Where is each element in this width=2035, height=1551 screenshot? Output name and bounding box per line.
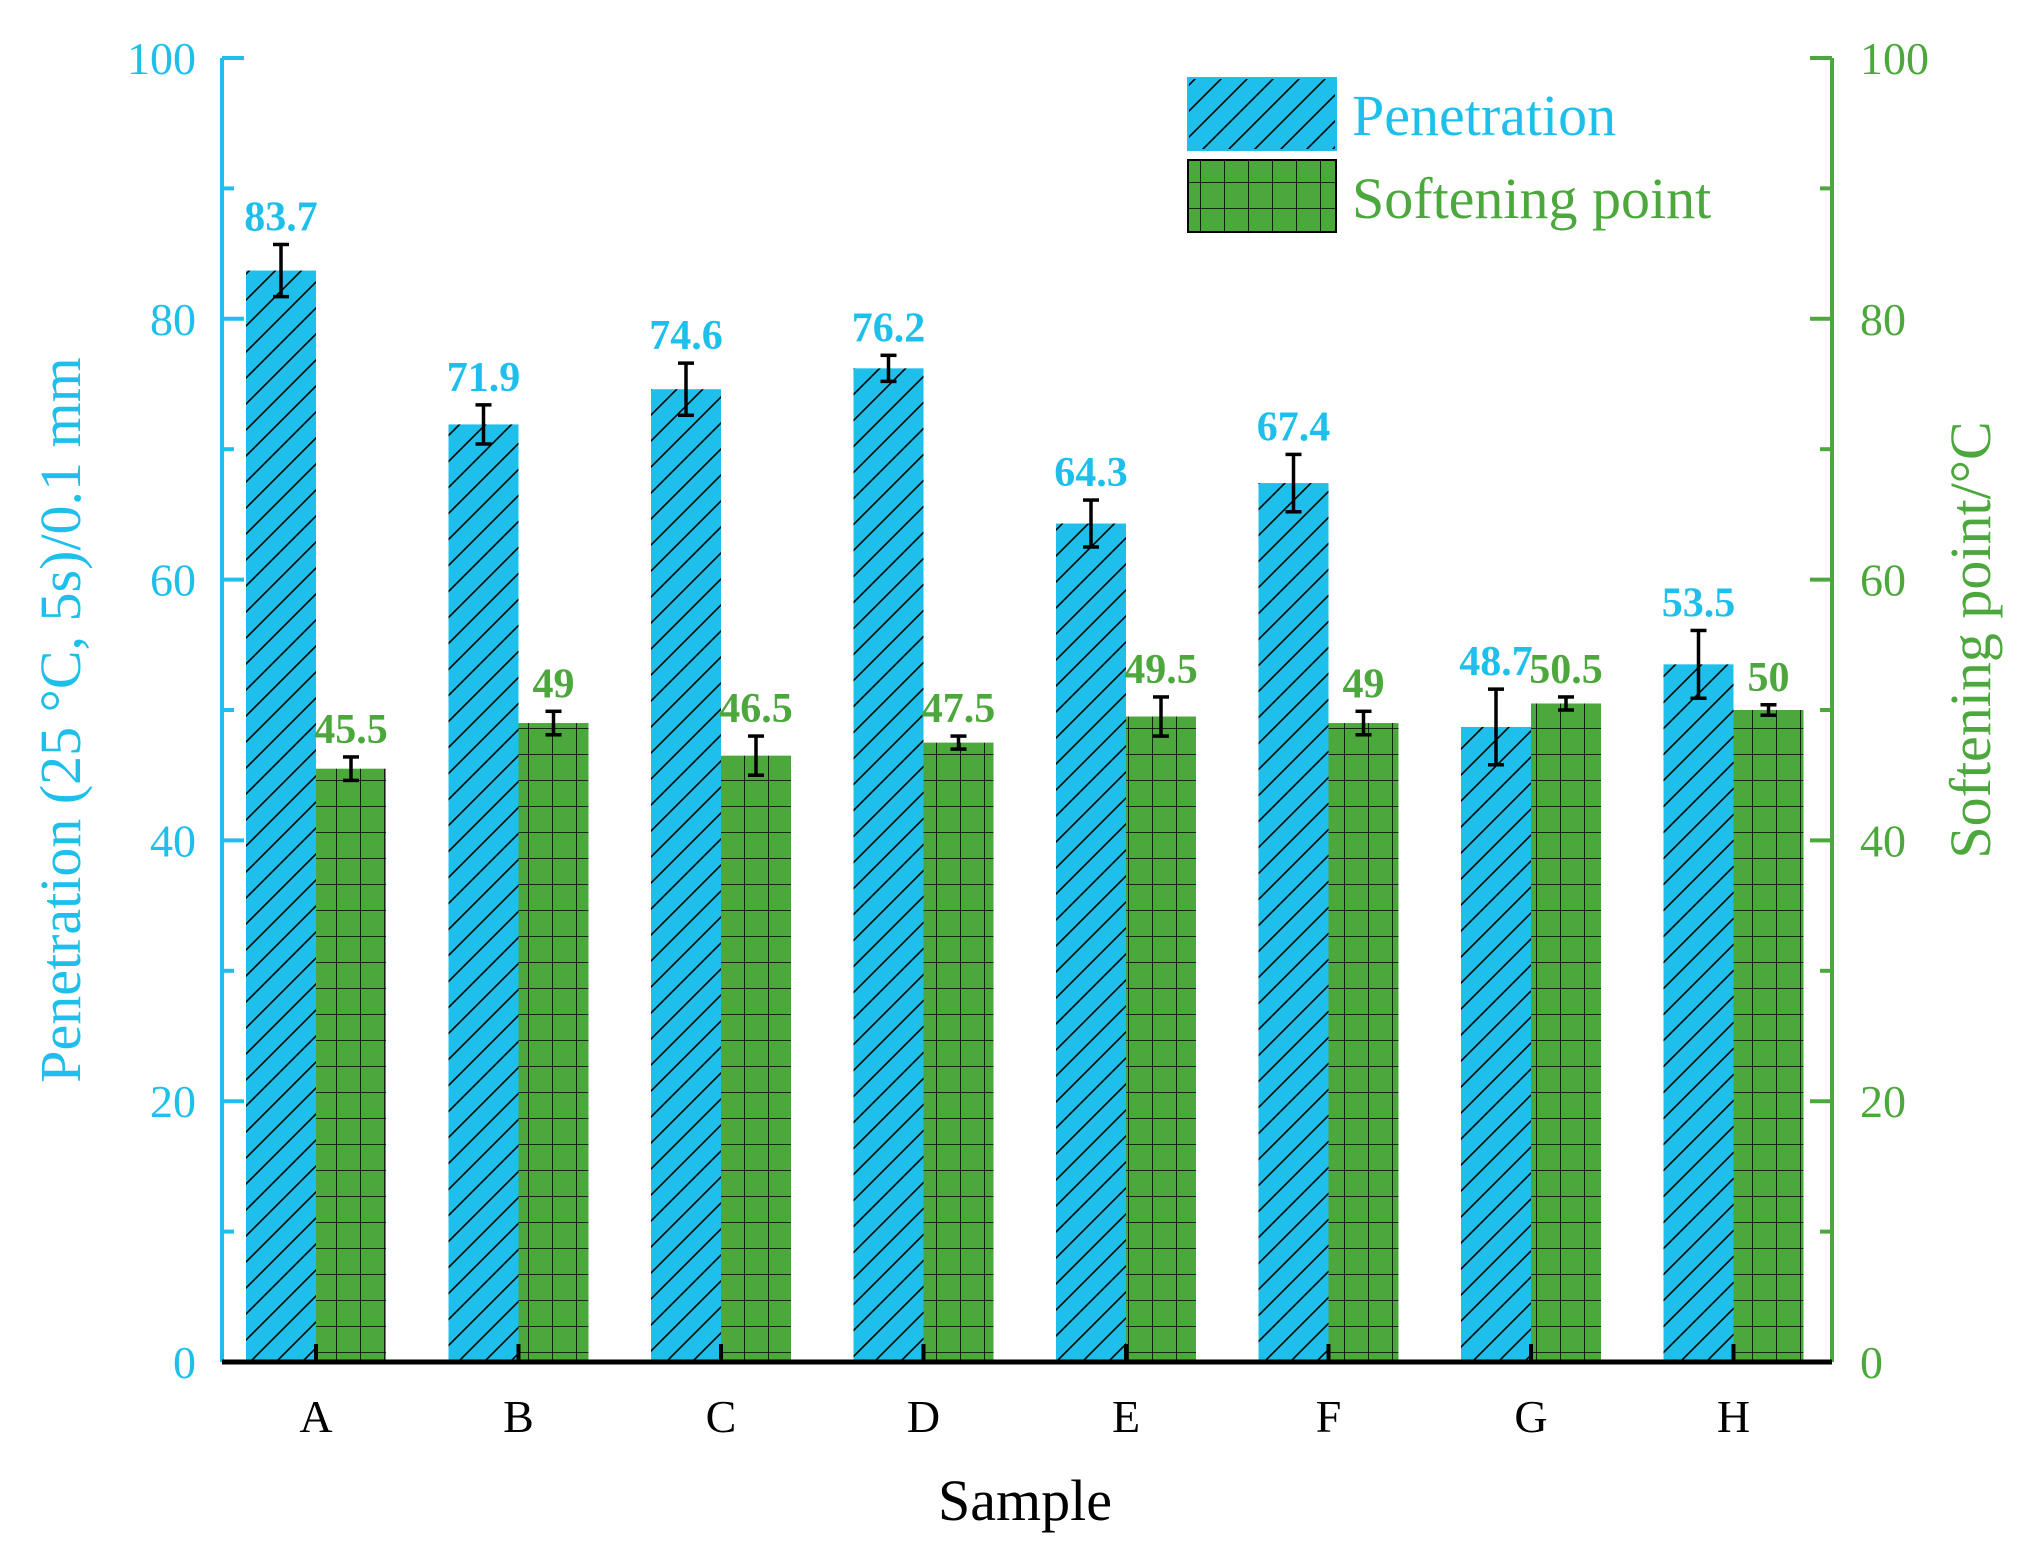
bar-penetration-H — [1663, 664, 1734, 1362]
error-bar-penetration-D — [880, 353, 897, 384]
data-label-softening-point-D: 47.5 — [922, 686, 996, 732]
error-bar-softening-point-F — [1355, 709, 1372, 737]
bar-softening-point-H — [1733, 710, 1804, 1362]
x-axis: A B C D E F G H — [222, 1344, 1832, 1442]
data-label-softening-point-C: 46.5 — [719, 686, 793, 732]
error-bars-layer — [273, 242, 1777, 783]
error-bar-penetration-B — [475, 403, 492, 446]
data-label-softening-point-G: 50.5 — [1529, 647, 1603, 693]
bars-layer — [246, 270, 1804, 1362]
bar-softening-point-A — [316, 768, 386, 1362]
data-label-penetration-E: 64.3 — [1054, 450, 1128, 496]
bar-penetration-C — [651, 389, 721, 1362]
right-tick-label: 60 — [1860, 555, 1906, 606]
bar-softening-point-B — [518, 723, 589, 1362]
x-tick-label-E: E — [1112, 1391, 1140, 1442]
left-tick-label: 60 — [150, 555, 196, 606]
data-label-penetration-D: 76.2 — [852, 305, 926, 351]
x-tick-label-B: B — [503, 1391, 534, 1442]
data-label-penetration-F: 67.4 — [1257, 404, 1331, 450]
error-bar-softening-point-A — [343, 755, 359, 783]
data-label-penetration-A: 83.7 — [244, 194, 318, 240]
right-tick-label: 80 — [1860, 294, 1906, 345]
data-label-softening-point-E: 49.5 — [1124, 647, 1198, 693]
legend-swatch-softening-point — [1187, 159, 1337, 233]
bar-softening-point-F — [1328, 723, 1399, 1362]
error-bar-penetration-E — [1083, 498, 1099, 549]
right-tick-label: 40 — [1860, 815, 1906, 866]
left-y-axis: 0 20 40 60 80 100 — [127, 33, 244, 1388]
data-label-penetration-B: 71.9 — [447, 355, 521, 401]
error-bar-softening-point-D — [950, 734, 967, 751]
bar-penetration-E — [1056, 523, 1126, 1362]
legend-swatch-penetration — [1187, 77, 1337, 151]
legend-label-softening-point: Softening point — [1352, 166, 1711, 231]
bar-penetration-F — [1258, 483, 1329, 1362]
x-tick-label-H: H — [1717, 1391, 1750, 1442]
bar-softening-point-E — [1126, 716, 1196, 1362]
data-labels-layer: 83.7 71.9 74.6 76.2 64.3 67.4 48.7 53.5 45.5 49 46… — [244, 194, 1789, 752]
error-bar-penetration-A — [273, 242, 289, 299]
data-label-penetration-G: 48.7 — [1459, 639, 1533, 685]
error-bar-penetration-C — [678, 361, 694, 418]
right-y-axis: 0 20 40 60 80 100 — [1810, 33, 1929, 1388]
left-tick-label: 20 — [150, 1076, 196, 1127]
error-bar-penetration-H — [1690, 628, 1707, 701]
left-tick-label: 80 — [150, 294, 196, 345]
data-label-penetration-H: 53.5 — [1662, 580, 1736, 626]
bar-softening-point-C — [721, 755, 791, 1362]
bar-penetration-D — [853, 368, 924, 1362]
bar-penetration-A — [246, 270, 316, 1362]
right-tick-label: 20 — [1860, 1076, 1906, 1127]
x-tick-label-A: A — [299, 1391, 332, 1442]
left-tick-label: 0 — [173, 1337, 196, 1388]
right-tick-label: 0 — [1860, 1337, 1883, 1388]
data-label-penetration-C: 74.6 — [649, 313, 723, 359]
legend-label-penetration: Penetration — [1352, 83, 1616, 148]
x-tick-label-F: F — [1316, 1391, 1342, 1442]
right-axis-title: Softening point/°C — [1938, 421, 2003, 858]
left-tick-label: 40 — [150, 815, 196, 866]
data-label-softening-point-F: 49 — [1343, 661, 1385, 707]
bar-softening-point-D — [923, 742, 994, 1362]
left-tick-label: 100 — [127, 33, 196, 84]
error-bar-softening-point-E — [1153, 695, 1169, 738]
left-axis-title: Penetration (25 °C, 5s)/0.1 mm — [28, 357, 93, 1083]
x-tick-label-D: D — [907, 1391, 940, 1442]
error-bar-softening-point-H — [1760, 703, 1777, 717]
x-axis-title: Sample — [938, 1468, 1112, 1533]
data-label-softening-point-H: 50 — [1748, 655, 1790, 701]
error-bar-penetration-F — [1285, 452, 1302, 514]
error-bar-penetration-G — [1488, 687, 1504, 767]
data-label-softening-point-A: 45.5 — [314, 707, 388, 753]
bar-softening-point-G — [1531, 703, 1601, 1362]
bar-penetration-G — [1461, 726, 1531, 1362]
error-bar-softening-point-B — [545, 709, 562, 737]
data-label-softening-point-B: 49 — [533, 661, 575, 707]
bar-penetration-B — [448, 424, 519, 1362]
right-tick-label: 100 — [1860, 33, 1929, 84]
error-bar-softening-point-C — [748, 734, 764, 777]
x-tick-label-G: G — [1514, 1391, 1547, 1442]
legend: Penetration Softening point — [1187, 77, 1711, 233]
error-bar-softening-point-G — [1558, 695, 1574, 712]
x-tick-label-C: C — [706, 1391, 737, 1442]
